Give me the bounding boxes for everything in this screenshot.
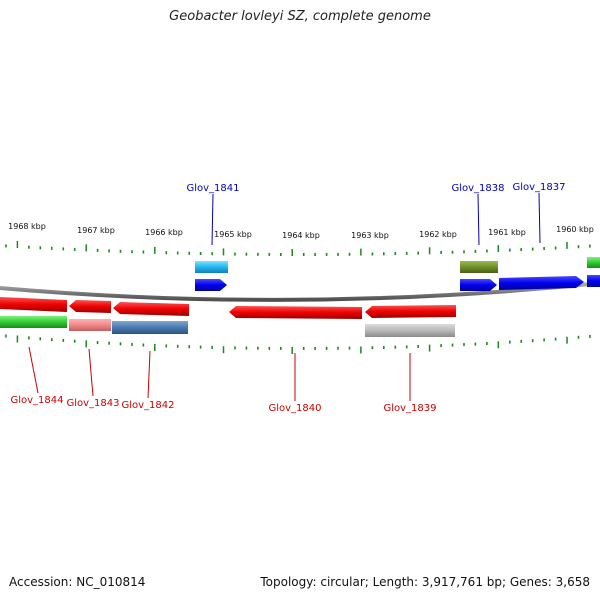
gene-partial-cds[interactable]: [587, 257, 600, 268]
leader-line-glov-1844: [28, 346, 39, 394]
genome-title: Geobacter lovleyi SZ, complete genome: [169, 9, 431, 24]
scale-label: 1964 kbp: [282, 231, 320, 240]
gene-glov-1839-cds[interactable]: [365, 324, 455, 337]
gene-glov-1842-arrow[interactable]: [113, 302, 189, 316]
gene-label-glov-1840[interactable]: Glov_1840: [268, 403, 321, 414]
gene-glov-1838-cds[interactable]: [460, 261, 498, 273]
scale-label: 1960 kbp: [556, 225, 594, 234]
gene-glov-1843-arrow[interactable]: [69, 300, 111, 313]
scale-label: 1967 kbp: [77, 226, 115, 235]
gene-label-glov-1839[interactable]: Glov_1839: [383, 403, 436, 414]
gene-glov-1841-cds[interactable]: [195, 261, 228, 273]
gene-glov-1844-cds[interactable]: [0, 316, 67, 328]
outer-tick-track: [5, 241, 591, 256]
gene-glov-1842-cds[interactable]: [112, 321, 188, 334]
gene-glov-1843-cds[interactable]: [69, 319, 111, 331]
gene-glov-1840-arrow[interactable]: [229, 306, 362, 319]
gene-leader-lines: [28, 192, 541, 401]
gene-partial-arrow[interactable]: [587, 275, 600, 287]
gene-labels: Glov_1841 Glov_1838 Glov_1837 Glov_1844 …: [10, 182, 565, 414]
scale-label: 1962 kbp: [419, 230, 457, 239]
gene-glov-1841-arrow[interactable]: [195, 279, 227, 291]
gene-label-glov-1838[interactable]: Glov_1838: [451, 183, 504, 194]
leader-line-glov-1841: [211, 193, 214, 246]
gene-glov-1839-arrow[interactable]: [365, 305, 456, 318]
gene-glov-1844-arrow[interactable]: [0, 297, 67, 312]
scale-label: 1966 kbp: [145, 228, 183, 237]
gene-glov-1837-arrow[interactable]: [499, 276, 584, 290]
genome-backbone: [0, 281, 600, 302]
gene-label-glov-1843[interactable]: Glov_1843: [66, 398, 119, 409]
accession-label: Accession: NC_010814: [9, 575, 146, 589]
scale-label: 1963 kbp: [351, 231, 389, 240]
gene-label-glov-1837[interactable]: Glov_1837: [512, 182, 565, 193]
scale-label: 1968 kbp: [8, 222, 46, 231]
scale-label: 1961 kbp: [488, 228, 526, 237]
scale-label: 1965 kbp: [214, 230, 252, 239]
leader-line-glov-1837: [538, 192, 541, 244]
leader-line-glov-1843: [88, 348, 94, 397]
scale-labels: 1968 kbp 1967 kbp 1966 kbp 1965 kbp 1964…: [8, 222, 594, 240]
forward-strand-track: [195, 257, 600, 291]
gene-glov-1838-arrow[interactable]: [460, 279, 497, 291]
gene-label-glov-1842[interactable]: Glov_1842: [121, 400, 174, 411]
reverse-strand-track: [0, 297, 456, 337]
inner-tick-track: [5, 334, 591, 354]
leader-line-glov-1842: [147, 350, 151, 399]
gene-label-glov-1841[interactable]: Glov_1841: [186, 183, 239, 194]
leader-line-glov-1838: [477, 193, 480, 246]
genome-summary-label: Topology: circular; Length: 3,917,761 bp…: [260, 575, 590, 589]
gene-label-glov-1844[interactable]: Glov_1844: [10, 395, 63, 406]
